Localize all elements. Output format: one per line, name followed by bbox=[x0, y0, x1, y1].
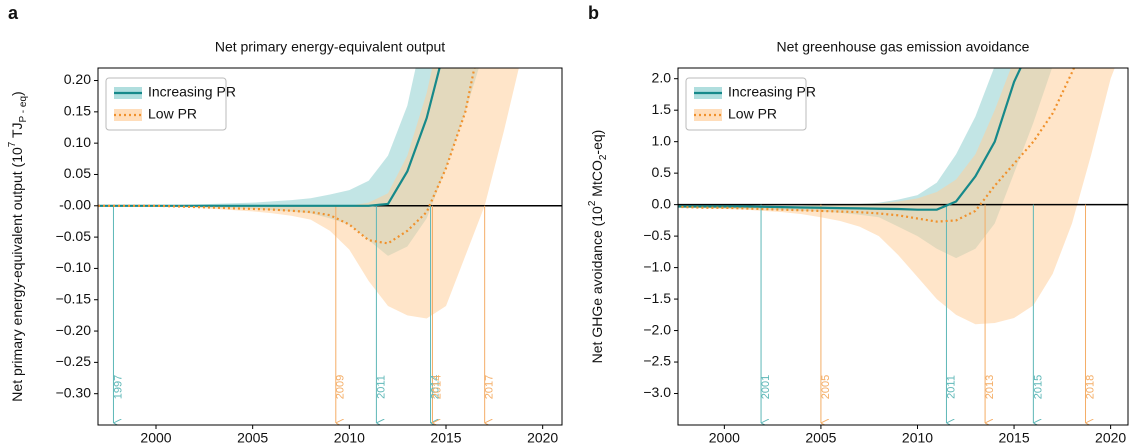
crossover-label: 2011 bbox=[945, 375, 957, 399]
y-axis-label-part: 2 bbox=[587, 200, 598, 206]
y-axis-label-part: TJ bbox=[9, 122, 25, 141]
plot-area bbox=[678, 68, 1128, 423]
crossover-label: 2011 bbox=[375, 375, 387, 399]
crossover-label: 2017 bbox=[484, 375, 496, 399]
y-tick-label: 0.15 bbox=[64, 103, 91, 119]
x-tick-label: 2000 bbox=[140, 430, 171, 446]
crossover-label: 1997 bbox=[112, 375, 124, 399]
y-tick-label: 0.20 bbox=[64, 71, 91, 87]
y-axis-label-part: MtCO bbox=[589, 160, 605, 201]
chart-title: Net primary energy-equivalent output bbox=[215, 39, 445, 55]
uncertainty-band bbox=[98, 68, 519, 319]
legend-label: Increasing PR bbox=[148, 84, 236, 100]
y-axis-label-part: P - eq bbox=[18, 96, 29, 123]
crossover-label: 2001 bbox=[760, 375, 772, 399]
x-tick-label: 2000 bbox=[709, 430, 740, 446]
y-axis-label-part: Net GHGe avoidance (10 bbox=[589, 206, 605, 363]
y-tick-label: -0.00 bbox=[59, 196, 91, 212]
y-tick-label: −0.05 bbox=[56, 228, 92, 244]
y-axis-label-part: -eq) bbox=[589, 130, 605, 155]
y-tick-label: −0.20 bbox=[56, 322, 92, 338]
y-tick-label: −0.10 bbox=[56, 259, 92, 275]
y-tick-label: 0.05 bbox=[64, 165, 91, 181]
x-tick-label: 2005 bbox=[805, 430, 836, 446]
y-tick-label: −1.5 bbox=[643, 290, 671, 306]
y-tick-label: 1.5 bbox=[652, 101, 672, 117]
crossover-label: 2015 bbox=[1032, 375, 1044, 399]
series-line bbox=[678, 68, 1076, 223]
y-tick-label: −0.30 bbox=[56, 384, 92, 400]
uncertainty-band bbox=[678, 68, 1115, 325]
y-tick-label: 2.0 bbox=[652, 69, 672, 85]
y-tick-label: −3.0 bbox=[643, 384, 671, 400]
chart-title: Net greenhouse gas emission avoidance bbox=[777, 39, 1030, 55]
y-tick-label: −1.0 bbox=[643, 258, 671, 274]
legend-label: Low PR bbox=[728, 106, 777, 122]
legend-swatch bbox=[114, 109, 142, 121]
legend-swatch bbox=[694, 109, 722, 121]
crossover-label: 2014 bbox=[429, 375, 441, 399]
y-tick-label: −0.5 bbox=[643, 227, 671, 243]
crossover-label: 2009 bbox=[335, 375, 347, 399]
y-tick-label: −2.0 bbox=[643, 321, 671, 337]
x-tick-label: 2020 bbox=[527, 430, 558, 446]
plot-area bbox=[98, 68, 562, 423]
x-tick-label: 2010 bbox=[334, 430, 365, 446]
x-tick-label: 2015 bbox=[998, 430, 1029, 446]
y-tick-label: 0.5 bbox=[652, 164, 672, 180]
y-tick-label: −0.25 bbox=[56, 353, 92, 369]
legend-label: Increasing PR bbox=[728, 84, 816, 100]
x-tick-label: 2005 bbox=[237, 430, 268, 446]
y-tick-label: 0.10 bbox=[64, 134, 91, 150]
plot-frame bbox=[677, 67, 1129, 426]
y-tick-label: −2.5 bbox=[643, 353, 671, 369]
y-axis-label-part: ) bbox=[9, 91, 25, 96]
y-axis-label-part: Net primary energy-equivalent output (10 bbox=[9, 147, 25, 402]
x-tick-label: 2020 bbox=[1095, 430, 1126, 446]
series-line bbox=[678, 68, 1022, 211]
plot-frame bbox=[97, 67, 563, 426]
y-tick-label: −0.15 bbox=[56, 290, 92, 306]
y-tick-label: 1.0 bbox=[652, 132, 672, 148]
y-axis-label: Net GHGe avoidance (102 MtCO2-eq) bbox=[587, 130, 609, 364]
crossover-label: 2018 bbox=[1084, 375, 1096, 399]
y-tick-label: 0.0 bbox=[652, 195, 672, 211]
x-tick-label: 2015 bbox=[430, 430, 461, 446]
crossover-label: 2005 bbox=[820, 375, 832, 399]
y-axis-label-part: 2 bbox=[598, 154, 609, 160]
crossover-label: 2014 bbox=[431, 375, 443, 399]
x-tick-label: 2010 bbox=[902, 430, 933, 446]
y-axis-label-part: 7 bbox=[7, 141, 18, 147]
panel-label: a bbox=[8, 3, 19, 23]
crossover-label: 2013 bbox=[984, 375, 996, 399]
legend-label: Low PR bbox=[148, 106, 197, 122]
panel-label: b bbox=[588, 3, 599, 23]
y-axis-label: Net primary energy-equivalent output (10… bbox=[7, 91, 29, 401]
